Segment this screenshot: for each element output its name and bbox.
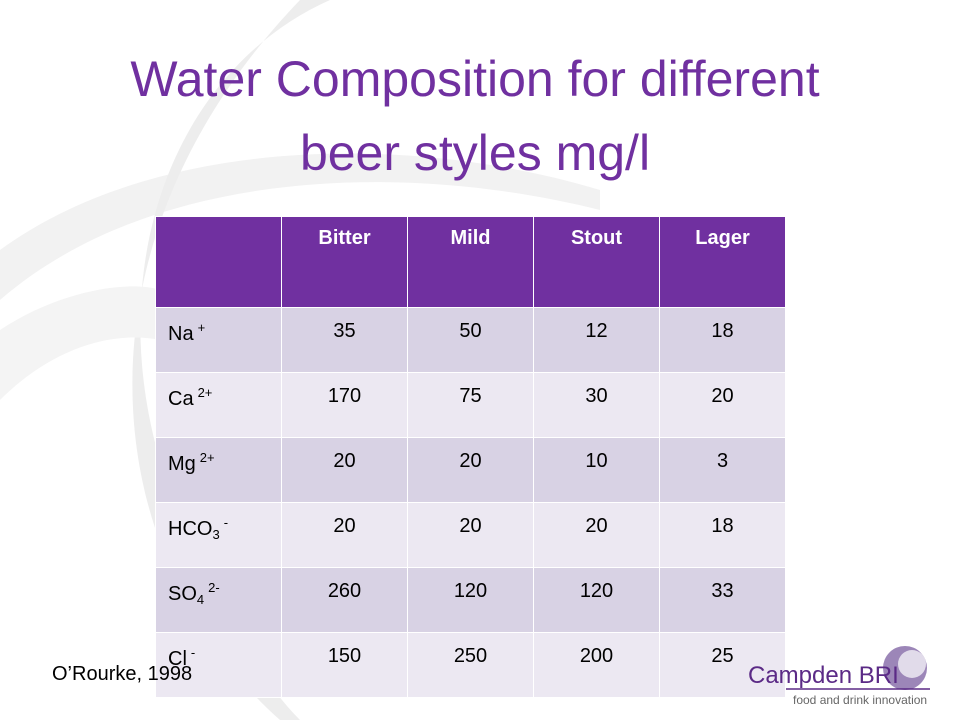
source: O’Rourke, 1998 — [52, 663, 193, 685]
value-cell: 18 — [659, 502, 786, 568]
value-cell: 250 — [407, 632, 534, 698]
ion-name: Na — [168, 323, 194, 345]
value-cell: 150 — [281, 632, 408, 698]
table-row: Mg 2+ 20 20 10 3 — [155, 437, 786, 503]
slide-title: Water Composition for different beer sty… — [130, 51, 820, 181]
ion-charge: - — [223, 515, 229, 530]
ion-subscript: 4 — [196, 592, 205, 607]
value-cell: 20 — [281, 437, 408, 503]
value-cell: 20 — [407, 502, 534, 568]
ion-cell: Ca 2+ — [155, 372, 282, 438]
ion-cell: HCO3- — [155, 502, 282, 568]
value-cell: 120 — [533, 567, 660, 633]
ion-cell: Na + — [155, 307, 282, 373]
value-cell: 25 — [659, 632, 786, 698]
value-cell: 12 — [533, 307, 660, 373]
value-cell: 20 — [659, 372, 786, 438]
value-cell: 75 — [407, 372, 534, 438]
ion-cell: Cl - — [155, 632, 282, 698]
ion-cell: Mg 2+ — [155, 437, 282, 503]
value-cell: 3 — [659, 437, 786, 503]
data-table: Bitter Mild Stout Lager Na +35 50 12 18 Ca 2+ 170 75… — [155, 216, 786, 698]
value-cell: 170 — [281, 372, 408, 438]
value-cell: 120 — [407, 567, 534, 633]
header-row: Bitter Mild Stout Lager — [155, 216, 786, 308]
table-row: HCO3- 20 20 20 18 — [155, 502, 786, 568]
value-cell: 10 — [533, 437, 660, 503]
value-cell: 50 — [407, 307, 534, 373]
value-cell: 260 — [281, 567, 408, 633]
ion-name: SO — [168, 583, 197, 605]
column-header: Mild — [407, 216, 534, 308]
ion-charge: + — [197, 320, 206, 335]
column-header: Bitter — [281, 216, 408, 308]
ion-charge: 2+ — [199, 450, 215, 465]
table-row: SO42- 260 120 120 33 — [155, 567, 786, 633]
ion-name: Ca — [168, 388, 194, 410]
ion-name: HCO — [168, 518, 213, 540]
value-cell: 20 — [407, 437, 534, 503]
ion-subscript: 3 — [212, 527, 220, 542]
value-cell: 18 — [659, 307, 786, 373]
value-cell: 20 — [281, 502, 408, 568]
value-cell: 20 — [533, 502, 660, 568]
column-header: Lager — [659, 216, 786, 308]
table-row: Na +35 50 12 18 — [155, 307, 786, 373]
logo-tagline: food and drink innovation — [793, 693, 928, 707]
logo-name: Campden BRI — [748, 662, 899, 689]
table-row: Ca 2+ 170 75 30 20 — [155, 372, 786, 438]
ion-charge: - — [190, 645, 196, 660]
value-cell: 35 — [281, 307, 408, 373]
ion-cell: SO42- — [155, 567, 282, 633]
column-header: Stout — [533, 216, 660, 308]
ion-name: Cl — [168, 648, 187, 670]
ion-name: Mg — [168, 453, 196, 475]
table-row: Cl -150 250 200 25 — [155, 632, 786, 698]
corner-cell — [155, 216, 282, 308]
value-cell: 200 — [533, 632, 660, 698]
value-cell: 30 — [533, 372, 660, 438]
ion-charge: 2- — [208, 580, 220, 595]
value-cell: 33 — [659, 567, 786, 633]
ion-charge: 2+ — [197, 385, 213, 400]
